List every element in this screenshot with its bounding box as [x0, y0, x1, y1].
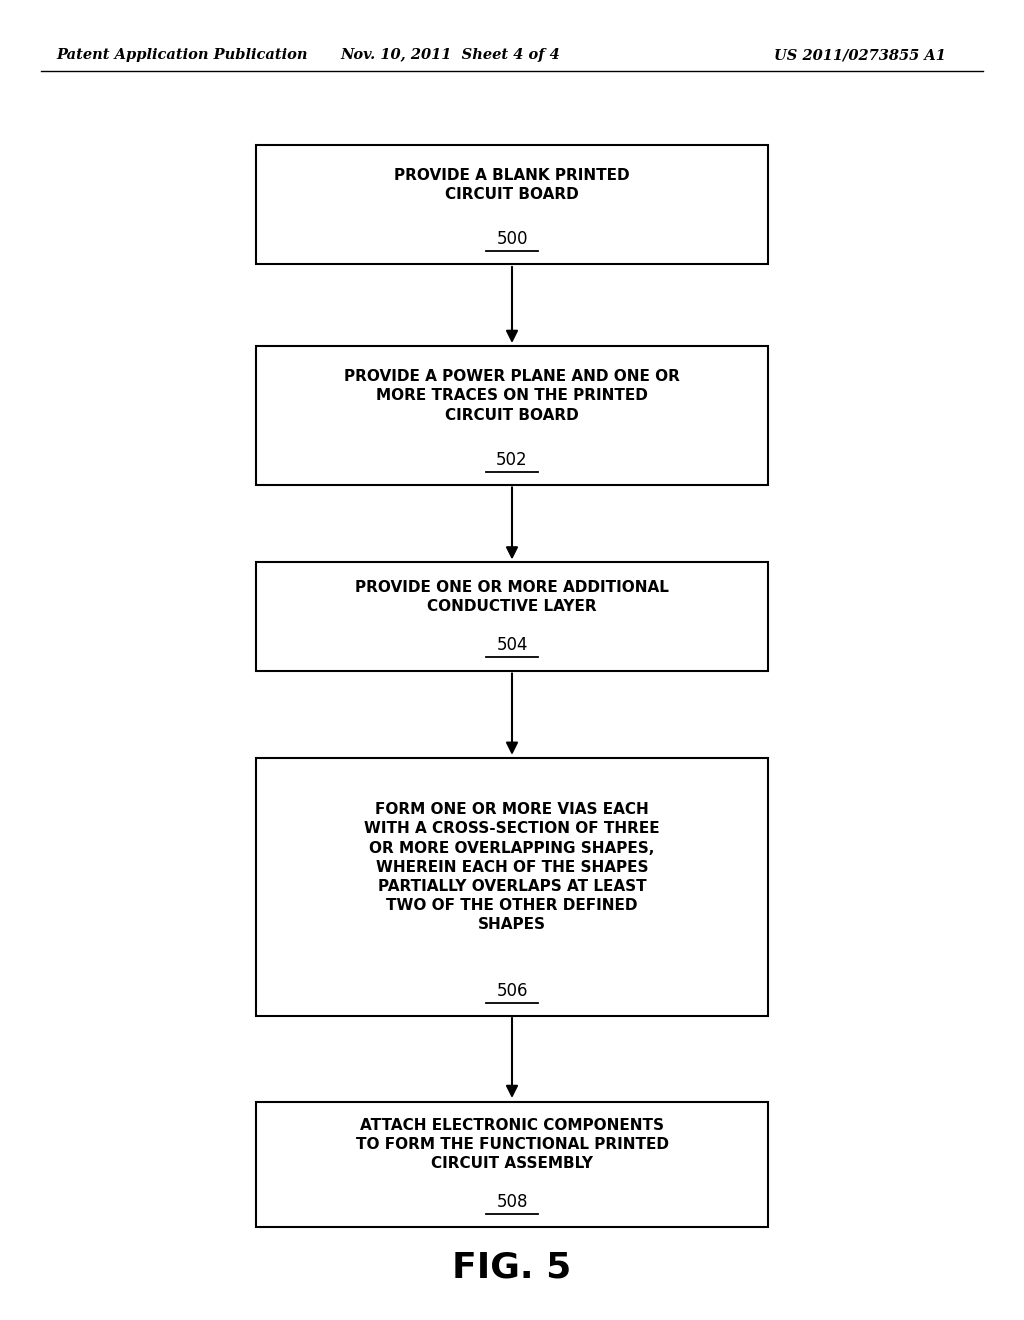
Text: ATTACH ELECTRONIC COMPONENTS
TO FORM THE FUNCTIONAL PRINTED
CIRCUIT ASSEMBLY: ATTACH ELECTRONIC COMPONENTS TO FORM THE…	[355, 1118, 669, 1171]
Text: Patent Application Publication: Patent Application Publication	[56, 49, 308, 62]
FancyBboxPatch shape	[256, 758, 768, 1016]
Text: FORM ONE OR MORE VIAS EACH
WITH A CROSS-SECTION OF THREE
OR MORE OVERLAPPING SHA: FORM ONE OR MORE VIAS EACH WITH A CROSS-…	[365, 803, 659, 932]
Text: PROVIDE ONE OR MORE ADDITIONAL
CONDUCTIVE LAYER: PROVIDE ONE OR MORE ADDITIONAL CONDUCTIV…	[355, 579, 669, 614]
Text: US 2011/0273855 A1: US 2011/0273855 A1	[774, 49, 946, 62]
FancyBboxPatch shape	[256, 346, 768, 484]
FancyBboxPatch shape	[256, 562, 768, 671]
Text: 506: 506	[497, 982, 527, 999]
FancyBboxPatch shape	[256, 1101, 768, 1228]
Text: 502: 502	[497, 451, 527, 469]
Text: FIG. 5: FIG. 5	[453, 1250, 571, 1284]
Text: PROVIDE A BLANK PRINTED
CIRCUIT BOARD: PROVIDE A BLANK PRINTED CIRCUIT BOARD	[394, 168, 630, 202]
Text: 500: 500	[497, 230, 527, 248]
FancyBboxPatch shape	[256, 145, 768, 264]
Text: 504: 504	[497, 636, 527, 655]
Text: 508: 508	[497, 1193, 527, 1210]
Text: PROVIDE A POWER PLANE AND ONE OR
MORE TRACES ON THE PRINTED
CIRCUIT BOARD: PROVIDE A POWER PLANE AND ONE OR MORE TR…	[344, 370, 680, 422]
Text: Nov. 10, 2011  Sheet 4 of 4: Nov. 10, 2011 Sheet 4 of 4	[341, 49, 560, 62]
